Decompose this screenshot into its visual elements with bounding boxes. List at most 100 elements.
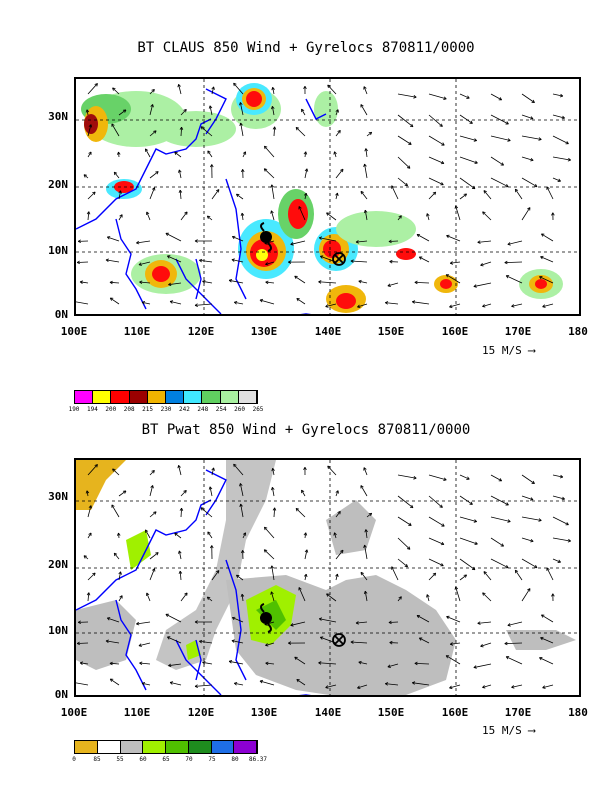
wind-arrow-head	[92, 572, 96, 576]
wind-arrow-head	[109, 297, 114, 301]
wind-arrow	[366, 131, 372, 137]
wind-arrow-head	[358, 279, 362, 284]
colorbar-swatch	[238, 391, 258, 403]
wind-arrow-head	[387, 283, 391, 287]
wind-arrow-head	[167, 255, 171, 259]
wind-arrow-head	[440, 160, 445, 165]
wind-arrow-head	[546, 186, 550, 190]
wind-arrow-head	[469, 501, 473, 505]
wind-arrow-head	[85, 490, 90, 494]
wind-arrow	[207, 215, 213, 221]
wind-arrow	[264, 240, 275, 245]
wind-arrow	[178, 84, 182, 95]
wind-arrow	[265, 642, 275, 646]
claus-map-field	[76, 79, 579, 314]
wind-arrow-head	[416, 614, 421, 619]
wind-arrow	[521, 135, 542, 140]
wind-arrow-head	[301, 489, 305, 494]
wind-arrow	[325, 684, 337, 689]
wind-arrow-head	[202, 279, 206, 284]
wind-arrow	[294, 275, 306, 284]
wind-arrow	[387, 282, 399, 287]
wind-arrow-head	[463, 574, 468, 578]
wind-arrow	[490, 135, 511, 141]
wind-arrow	[552, 156, 571, 161]
wind-arrow-head	[337, 129, 341, 134]
wind-arrow-head	[233, 463, 237, 468]
wind-arrow-head	[174, 532, 178, 536]
wind-arrow	[459, 574, 467, 581]
wind-arrow-head	[439, 123, 443, 127]
wind-arrow	[87, 191, 96, 200]
wind-arrow	[428, 135, 445, 146]
wind-arrow-head	[112, 468, 116, 472]
wind-arrow	[490, 516, 511, 522]
wind-arrow-head	[319, 636, 324, 640]
wind-arrow	[480, 642, 492, 647]
colorbar-swatch	[75, 391, 94, 403]
wind-arrow	[207, 596, 213, 602]
wind-arrow-head	[265, 643, 269, 647]
wind-arrow-head	[165, 232, 169, 236]
lat-label: 0N	[54, 688, 68, 701]
lon-label: 100E	[60, 706, 88, 719]
wind-arrow-head	[155, 171, 159, 175]
wind-arrow	[167, 636, 182, 644]
wind-arrow	[397, 215, 402, 221]
wind-arrow	[232, 617, 244, 623]
wind-arrow	[146, 211, 151, 221]
wind-arrow	[364, 544, 368, 560]
wind-arrow	[178, 465, 182, 476]
wind-arrow	[397, 93, 417, 98]
wind-arrow-head	[404, 563, 408, 568]
wind-arrow	[80, 281, 89, 284]
wind-arrow-head	[443, 477, 447, 481]
wind-arrow	[521, 114, 534, 120]
panel1-title: BT CLAUS 850 Wind + Gyrelocs 870811/0000	[137, 40, 475, 56]
lon-label: 180	[568, 325, 588, 338]
wind-arrow	[149, 552, 159, 560]
wind-arrow-head	[303, 532, 308, 536]
wind-arrow-head	[122, 490, 127, 494]
wind-arrow	[304, 574, 307, 581]
wind-arrow-head	[86, 211, 91, 215]
wind-arrow	[397, 177, 408, 187]
wind-arrow	[521, 474, 535, 484]
wind-arrow	[552, 558, 561, 563]
wind-arrow-head	[364, 529, 368, 533]
wind-arrow	[335, 511, 341, 518]
wind-arrow-head	[240, 550, 245, 554]
wind-arrow-head	[119, 595, 123, 599]
wind-arrow-head	[546, 567, 550, 571]
wind-arrow	[211, 189, 220, 200]
wind-arrow-head	[357, 685, 361, 690]
wind-arrow-head	[559, 93, 564, 98]
wind-arrow-head	[391, 566, 395, 570]
wind-arrow	[318, 662, 337, 665]
wind-arrow-head	[209, 164, 214, 168]
lon-label: 170E	[504, 706, 532, 719]
wind-arrow	[109, 662, 120, 665]
wind-arrow-head	[411, 681, 416, 685]
wind-arrow	[110, 297, 120, 305]
wind-arrow-head	[507, 623, 511, 627]
wind-arrow	[180, 109, 187, 116]
wind-arrow-head	[92, 191, 96, 195]
wind-arrow	[180, 490, 187, 497]
wind-arrow	[552, 516, 569, 526]
wind-arrow	[366, 512, 372, 518]
wind-arrow	[445, 655, 461, 665]
wind-arrow-head	[233, 300, 238, 305]
wind-arrow-head	[449, 685, 453, 690]
wind-arrow-head	[413, 95, 417, 99]
wind-arrow	[363, 467, 368, 476]
colorbar-label: 86.37	[248, 756, 268, 763]
wind-arrow	[241, 212, 244, 221]
wind-arrow	[141, 301, 151, 305]
wind-arrow	[521, 177, 538, 188]
wind-arrow	[304, 193, 307, 200]
wind-arrow	[397, 516, 412, 526]
colorbar-label: 0	[72, 756, 76, 763]
wind-arrow	[542, 303, 554, 308]
wind-arrow-head	[272, 507, 277, 511]
